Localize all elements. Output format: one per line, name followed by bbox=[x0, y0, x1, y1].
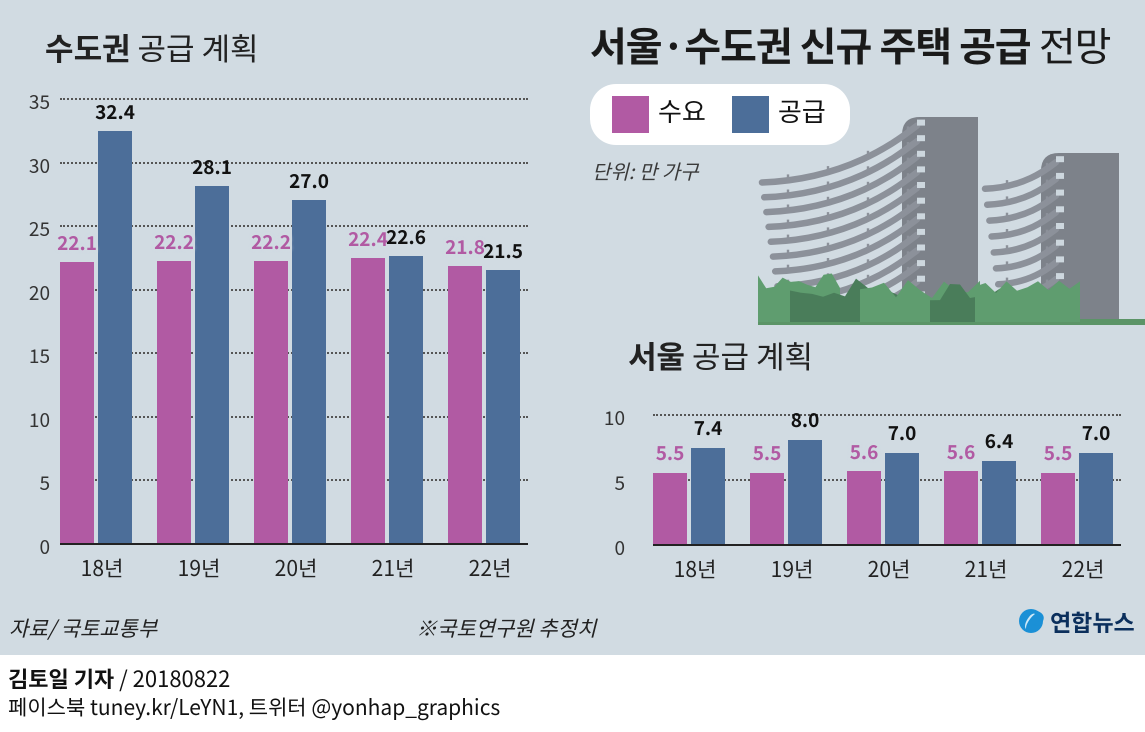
svg-text:연합뉴스: 연합뉴스 bbox=[1050, 604, 1135, 638]
